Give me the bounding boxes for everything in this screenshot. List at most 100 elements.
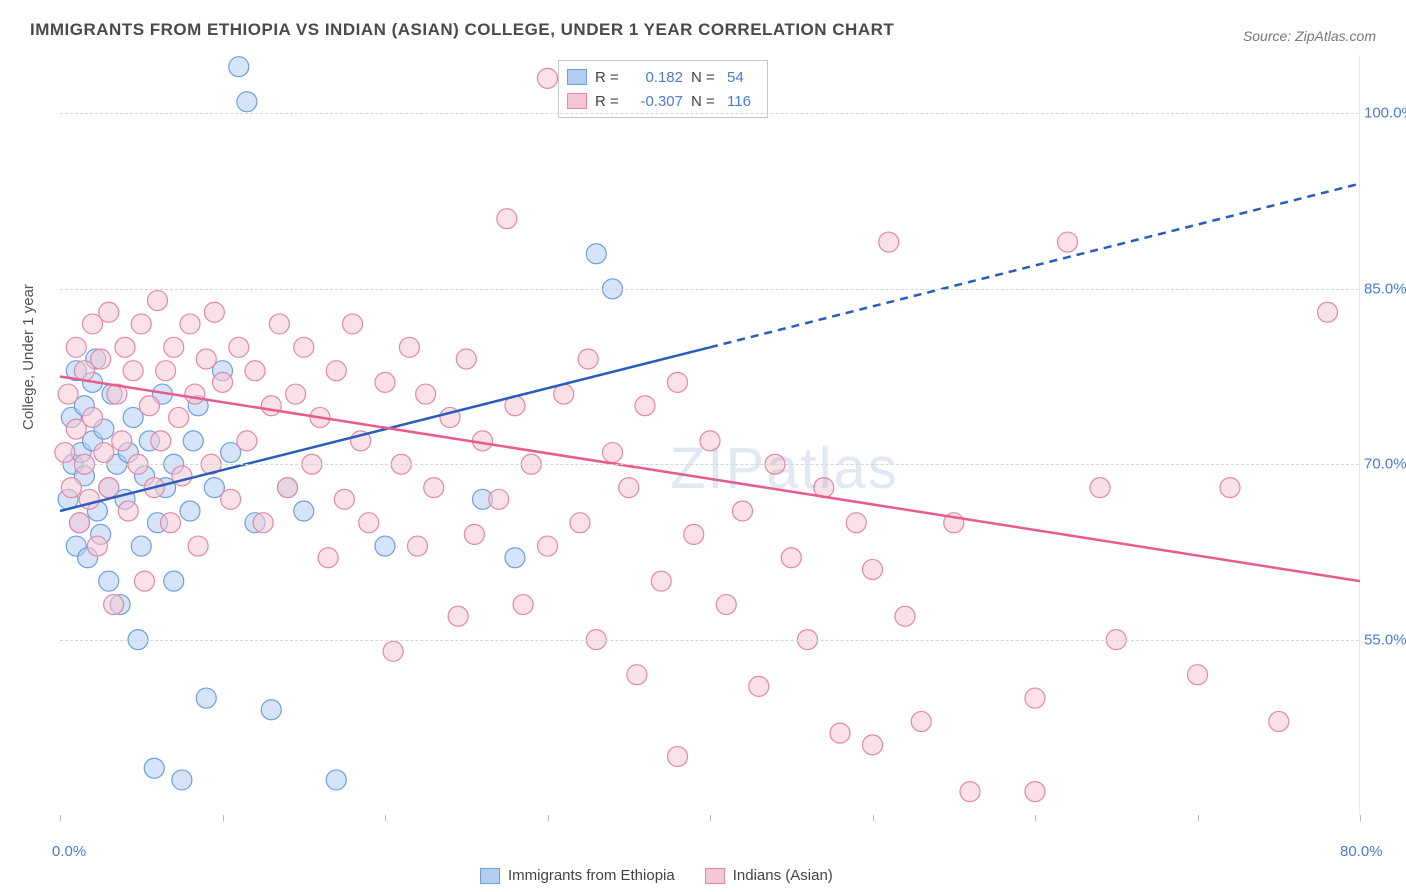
data-point	[603, 443, 623, 463]
x-tick	[60, 815, 61, 821]
data-point	[172, 770, 192, 790]
data-point	[416, 384, 436, 404]
data-point	[830, 723, 850, 743]
data-point	[513, 595, 533, 615]
legend-label: Indians (Asian)	[733, 867, 833, 884]
y-tick-label: 70.0%	[1364, 456, 1406, 473]
legend-swatch	[705, 868, 725, 884]
data-point	[148, 291, 168, 311]
gridline-h	[60, 289, 1359, 290]
data-point	[668, 747, 688, 767]
x-tick-label: 0.0%	[52, 843, 86, 860]
data-point	[1025, 782, 1045, 802]
data-point	[229, 57, 249, 77]
data-point	[383, 641, 403, 661]
data-point	[1220, 478, 1240, 498]
data-point	[139, 396, 159, 416]
data-point	[180, 501, 200, 521]
data-point	[863, 735, 883, 755]
y-tick-label: 85.0%	[1364, 280, 1406, 297]
data-point	[489, 489, 509, 509]
data-point	[684, 524, 704, 544]
data-point	[1090, 478, 1110, 498]
data-point	[196, 349, 216, 369]
data-point	[118, 501, 138, 521]
data-point	[408, 536, 428, 556]
data-point	[94, 443, 114, 463]
data-point	[424, 478, 444, 498]
data-point	[164, 571, 184, 591]
data-point	[448, 606, 468, 626]
data-point	[359, 513, 379, 533]
data-point	[294, 337, 314, 357]
data-point	[112, 431, 132, 451]
data-point	[505, 548, 525, 568]
r-label: R =	[595, 93, 623, 110]
x-tick	[1360, 815, 1361, 821]
data-point	[131, 314, 151, 334]
data-point	[570, 513, 590, 533]
data-point	[326, 361, 346, 381]
data-point	[538, 536, 558, 556]
legend-label: Immigrants from Ethiopia	[508, 867, 675, 884]
data-point	[261, 700, 281, 720]
x-tick	[873, 815, 874, 821]
data-point	[586, 244, 606, 264]
data-point	[538, 68, 558, 88]
plot-area: ZIPatlas R =0.182N =54R =-0.307N =116 55…	[60, 55, 1360, 815]
data-point	[151, 431, 171, 451]
data-point	[221, 489, 241, 509]
data-point	[123, 361, 143, 381]
regression-line-dashed	[710, 184, 1360, 348]
data-point	[99, 571, 119, 591]
data-point	[668, 372, 688, 392]
series-swatch	[567, 93, 587, 109]
x-tick	[223, 815, 224, 821]
data-point	[188, 536, 208, 556]
r-value: 0.182	[631, 69, 683, 86]
data-point	[87, 536, 107, 556]
y-tick-label: 55.0%	[1364, 631, 1406, 648]
data-point	[99, 478, 119, 498]
data-point	[879, 232, 899, 252]
data-point	[619, 478, 639, 498]
x-tick	[548, 815, 549, 821]
data-point	[464, 524, 484, 544]
stats-row: R =-0.307N =116	[567, 89, 757, 113]
data-point	[399, 337, 419, 357]
data-point	[627, 665, 647, 685]
x-tick	[1035, 815, 1036, 821]
data-point	[66, 337, 86, 357]
data-point	[326, 770, 346, 790]
data-point	[375, 536, 395, 556]
data-point	[61, 478, 81, 498]
data-point	[237, 92, 257, 112]
data-point	[180, 314, 200, 334]
data-point	[749, 676, 769, 696]
data-point	[716, 595, 736, 615]
data-point	[700, 431, 720, 451]
n-label: N =	[691, 93, 719, 110]
data-point	[70, 513, 90, 533]
r-value: -0.307	[631, 93, 683, 110]
data-point	[115, 337, 135, 357]
data-point	[286, 384, 306, 404]
data-point	[578, 349, 598, 369]
data-point	[58, 384, 78, 404]
data-point	[278, 478, 298, 498]
legend: Immigrants from Ethiopia Indians (Asian)	[480, 867, 833, 884]
legend-item: Immigrants from Ethiopia	[480, 867, 675, 884]
x-tick-label: 80.0%	[1340, 843, 1383, 860]
data-point	[318, 548, 338, 568]
chart-title: IMMIGRANTS FROM ETHIOPIA VS INDIAN (ASIA…	[30, 20, 894, 40]
data-point	[204, 302, 224, 322]
data-point	[1025, 688, 1045, 708]
y-tick-label: 100.0%	[1364, 105, 1406, 122]
data-point	[1318, 302, 1338, 322]
data-point	[169, 407, 189, 427]
data-point	[229, 337, 249, 357]
data-point	[164, 337, 184, 357]
data-point	[156, 361, 176, 381]
data-point	[375, 372, 395, 392]
stats-box: R =0.182N =54R =-0.307N =116	[558, 60, 768, 118]
